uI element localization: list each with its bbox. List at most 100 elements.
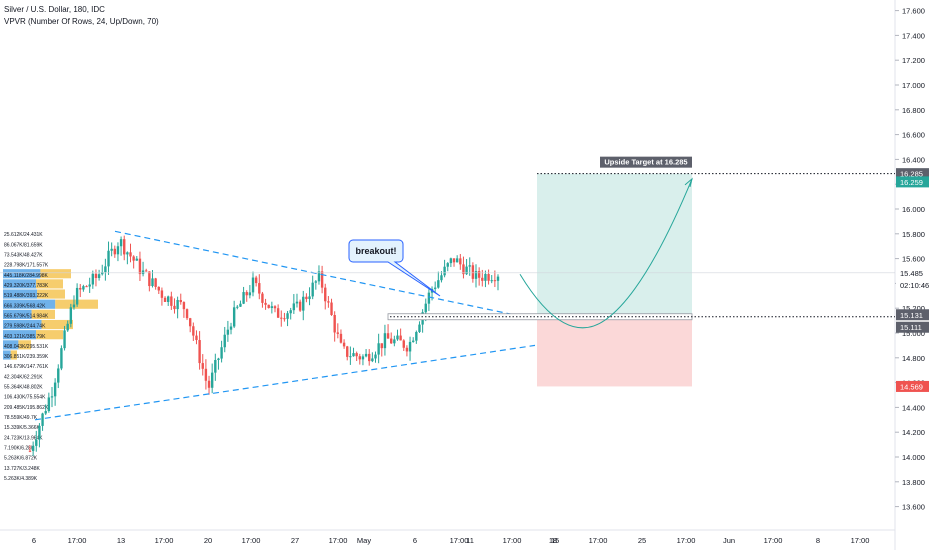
candlesticks	[28, 235, 500, 456]
price-tag-text: 15.485	[900, 269, 923, 278]
descending-trendline[interactable]	[114, 230, 531, 319]
candle-body	[437, 280, 440, 288]
price-tick-label: 17.600	[902, 7, 925, 16]
candle-body	[258, 283, 261, 294]
ascending-trendline[interactable]	[34, 344, 536, 421]
candle-body	[459, 258, 462, 265]
price-tag-text: 02:10:46	[900, 281, 929, 290]
candle-body	[110, 248, 113, 251]
candle-body	[468, 265, 471, 267]
symbol-title[interactable]: Silver / U.S. Dollar, 180, IDC	[4, 5, 105, 14]
candle-body	[85, 286, 88, 288]
candle-body	[380, 343, 383, 349]
candle-body	[210, 372, 214, 388]
candle-body	[446, 263, 449, 267]
volume-bar-up	[3, 299, 56, 309]
time-tick-label: 17:00	[242, 536, 261, 545]
candle-body	[493, 280, 497, 282]
candle-body	[386, 333, 390, 339]
candle-body	[477, 271, 481, 278]
projection-curve[interactable]	[519, 178, 693, 329]
candle-body	[487, 273, 490, 281]
volume-profile-label: 73.543K/48.427K	[4, 252, 43, 258]
price-tag: 16.259	[896, 176, 929, 188]
chart-legend: Silver / U.S. Dollar, 180, IDC VPVR (Num…	[4, 4, 159, 28]
candle-body	[60, 348, 63, 369]
candle-body	[261, 293, 264, 303]
candle-body	[364, 353, 368, 357]
breakout-callout: breakout!	[348, 239, 441, 297]
price-tag-text: 15.111	[900, 323, 922, 332]
candle-body	[270, 306, 274, 308]
candle-body	[192, 326, 195, 336]
candle-body	[251, 277, 255, 293]
candle-body	[198, 340, 201, 364]
candle-body	[104, 266, 107, 273]
candle-body	[411, 340, 415, 342]
candle-body	[462, 264, 465, 275]
candle-body	[38, 425, 41, 440]
price-tick-label: 16.000	[902, 205, 925, 214]
price-tick-label: 16.400	[902, 155, 925, 164]
price-tag-bg	[896, 309, 929, 321]
price-tag-text: 14.569	[900, 382, 923, 391]
candle-body	[141, 270, 145, 275]
volume-profile-label: 5.263K/6.872K	[4, 456, 38, 462]
candle-body	[286, 313, 289, 319]
candle-body	[399, 335, 402, 341]
time-tick-label: 27	[291, 536, 299, 545]
candle-body	[330, 302, 333, 316]
volume-profile-label: 106.430K/75.554K	[4, 395, 46, 401]
candle-body	[280, 317, 283, 319]
price-tag: 16.285	[896, 168, 929, 180]
time-tick-label: 8	[816, 536, 820, 545]
target-label: Upside Target at 16.285	[600, 156, 692, 168]
price-tick-label: 14.000	[902, 453, 925, 462]
price-axis[interactable]: 13.60013.80014.00014.20014.40014.60014.8…	[895, 7, 925, 512]
candle-body	[443, 266, 446, 276]
time-tick-label: 11	[466, 536, 474, 545]
time-tick-label: 17:00	[68, 536, 87, 545]
candle-body	[374, 354, 377, 359]
candle-body	[167, 296, 170, 302]
candle-body	[135, 258, 138, 261]
trendlines[interactable]	[0, 173, 895, 421]
candle-body	[308, 296, 311, 300]
candle-body	[148, 271, 151, 287]
candle-body	[123, 239, 126, 255]
volume-profile-label: 519.488K/393.222K	[4, 293, 49, 299]
candle-body	[229, 326, 233, 330]
price-tag: 15.485	[896, 267, 929, 279]
candle-body	[31, 445, 35, 451]
candle-body	[157, 286, 160, 291]
candle-body	[94, 273, 98, 279]
candle-body	[207, 380, 211, 388]
candle-body	[349, 356, 352, 358]
volume-bar-down	[18, 340, 31, 350]
volume-bar-down	[10, 350, 17, 360]
candle-body	[402, 340, 405, 348]
volume-profile-label: 15.339K/5.366K	[4, 425, 41, 431]
price-tick-label: 13.600	[902, 503, 925, 512]
candle-body	[151, 278, 154, 287]
annotations: breakout! Upside Target at 16.285	[348, 156, 692, 297]
candle-body	[371, 358, 374, 362]
volume-profile-label: 408.043K/295.531K	[4, 344, 49, 350]
candle-body	[311, 282, 314, 297]
candle-body	[383, 333, 387, 349]
projection-arrowhead	[684, 177, 693, 188]
candle-body	[44, 411, 47, 414]
volume-bar-up	[3, 330, 36, 340]
candle-body	[223, 334, 226, 348]
stop-loss-zone	[537, 316, 692, 387]
candle-body	[88, 284, 91, 287]
volume-bar-up	[3, 319, 42, 330]
price-tag: 15.111	[896, 321, 929, 333]
indicator-label[interactable]: VPVR (Number Of Rows, 24, Up/Down, 70)	[4, 17, 159, 26]
price-tick-label: 14.800	[902, 354, 925, 363]
candle-body	[474, 271, 478, 279]
candle-body	[245, 292, 248, 296]
